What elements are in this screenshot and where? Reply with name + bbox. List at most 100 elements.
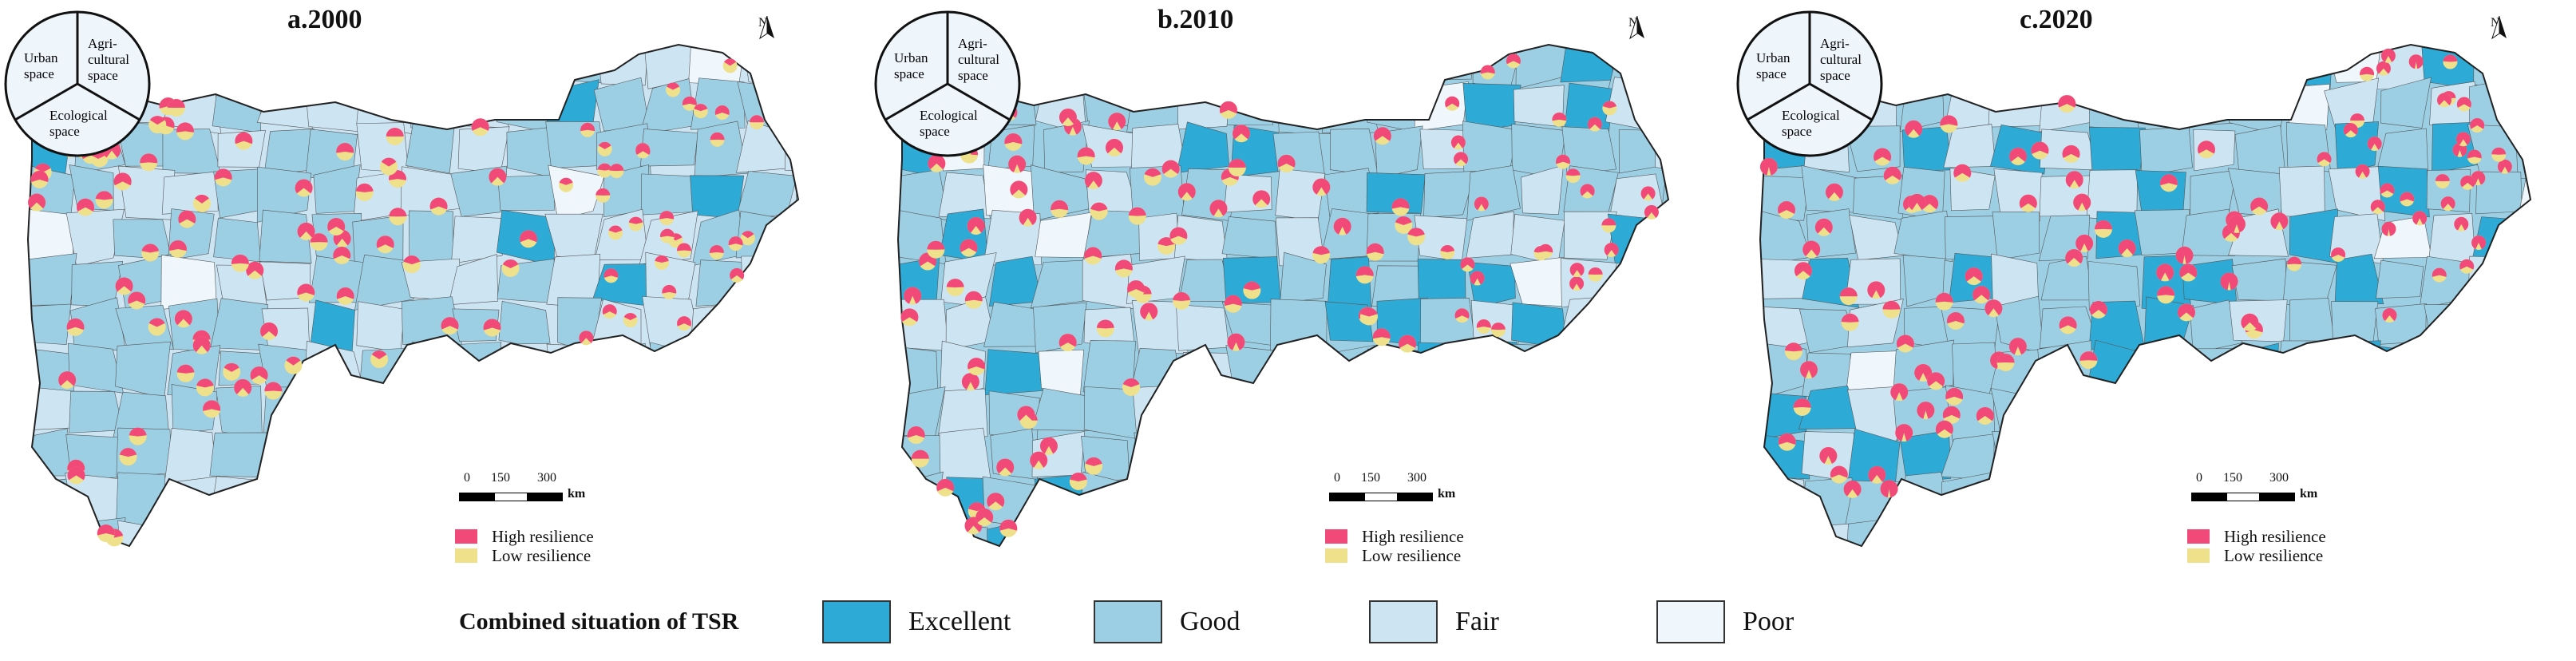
resilience-pie: [1157, 237, 1176, 255]
resilience-legend: High resilience Low resilience: [2187, 527, 2326, 565]
resilience-pie: [203, 400, 221, 418]
region: [1655, 473, 1668, 526]
region: [407, 386, 461, 439]
pie-high: [1058, 334, 1077, 347]
pie-high: [115, 277, 133, 292]
region: [785, 341, 798, 391]
pie-high: [148, 318, 165, 327]
pie-high: [2455, 132, 2471, 145]
resilience-pie: [623, 313, 638, 328]
resilience-pie: [666, 82, 681, 97]
pie-high: [250, 366, 268, 381]
region: [984, 349, 1043, 395]
pie-high: [927, 240, 945, 250]
resilience-pie: [1973, 286, 1991, 304]
resilience-pie: [2376, 61, 2391, 76]
pie-high: [1490, 323, 1506, 330]
pie-high: [1927, 372, 1945, 387]
pie-high: [2241, 313, 2259, 329]
resilience-pie: [1454, 308, 1470, 323]
pie-high: [196, 378, 214, 388]
region: [1221, 216, 1278, 259]
region: [115, 305, 174, 350]
region: [1279, 428, 1322, 485]
pie-high: [2220, 272, 2238, 291]
pie-high: [1890, 383, 1909, 401]
pie-high: [2471, 235, 2487, 250]
legend-label: Low resilience: [2224, 545, 2324, 565]
region: [1421, 386, 1472, 431]
pie-high: [1953, 164, 1972, 178]
resilience-pie: [1096, 319, 1114, 338]
pie-high: [580, 122, 596, 132]
resilience-pie: [1108, 113, 1126, 131]
resilience-pie: [2250, 197, 2269, 216]
pie-legend-agri: Agri-: [958, 36, 987, 51]
region: [1516, 517, 1566, 546]
pie-high: [987, 493, 1005, 508]
swatch: [1656, 600, 1725, 643]
region: [399, 527, 461, 546]
resilience-pie: [1800, 361, 1818, 379]
pie-high: [1984, 299, 2003, 316]
region: [1080, 471, 1141, 521]
resilience-pie: [628, 216, 643, 232]
pie-high: [1096, 319, 1114, 329]
pie-high: [1538, 243, 1553, 253]
pie-high: [140, 153, 158, 164]
pie-high: [1552, 112, 1567, 121]
pie-high: [2380, 48, 2396, 62]
pie-high: [750, 115, 765, 123]
region: [353, 521, 414, 546]
scale-tick: 150: [2223, 471, 2242, 485]
region: [1225, 517, 1285, 546]
region: [1654, 81, 1668, 129]
region: [1269, 394, 1330, 433]
resilience-pie: [2008, 338, 2027, 356]
panel-title: a.2000: [287, 5, 362, 34]
resilience-pie: [1601, 218, 1616, 233]
pie-high: [1243, 281, 1261, 291]
region: [256, 166, 312, 223]
region: [2237, 383, 2281, 441]
region: [642, 296, 701, 351]
resilience-pie: [1058, 334, 1077, 352]
region: [2038, 214, 2091, 262]
map-panel: a.2000 N 0 150 300 km High resilience Lo…: [0, 0, 858, 591]
region: [1561, 517, 1612, 546]
region: [1280, 251, 1327, 303]
pie-high: [728, 236, 743, 246]
resilience-pie: [967, 216, 985, 235]
resilience-pie: [635, 144, 651, 159]
resilience-pie: [999, 519, 1018, 537]
pie-high: [224, 362, 239, 372]
pie-high: [1084, 172, 1102, 188]
resilience-pie: [1942, 406, 1961, 424]
region: [2181, 208, 2236, 256]
resilience-pie: [214, 168, 232, 187]
pie-high: [2443, 54, 2458, 62]
resilience-pie: [1312, 246, 1331, 264]
region: [28, 253, 77, 306]
pie-high: [730, 267, 745, 280]
pie-high: [1476, 319, 1491, 328]
pie-high: [676, 243, 691, 251]
region: [1899, 429, 1952, 483]
resilience-pie: [1965, 267, 1983, 286]
pie-high: [709, 245, 724, 253]
resilience-pie: [987, 493, 1005, 511]
resilience-pie: [2156, 263, 2174, 282]
region: [898, 299, 949, 351]
region: [306, 45, 366, 88]
region: [1462, 340, 1524, 395]
region: [738, 341, 795, 391]
region: [2475, 350, 2519, 398]
resilience-pie: [693, 104, 708, 119]
pie-high: [2079, 351, 2098, 361]
pie-high: [907, 426, 925, 438]
pie-high: [714, 105, 730, 115]
resilience-pie: [2058, 95, 2076, 113]
pie-high: [336, 287, 354, 299]
resilience-pie: [1882, 300, 1901, 319]
pie-high: [1252, 190, 1271, 206]
